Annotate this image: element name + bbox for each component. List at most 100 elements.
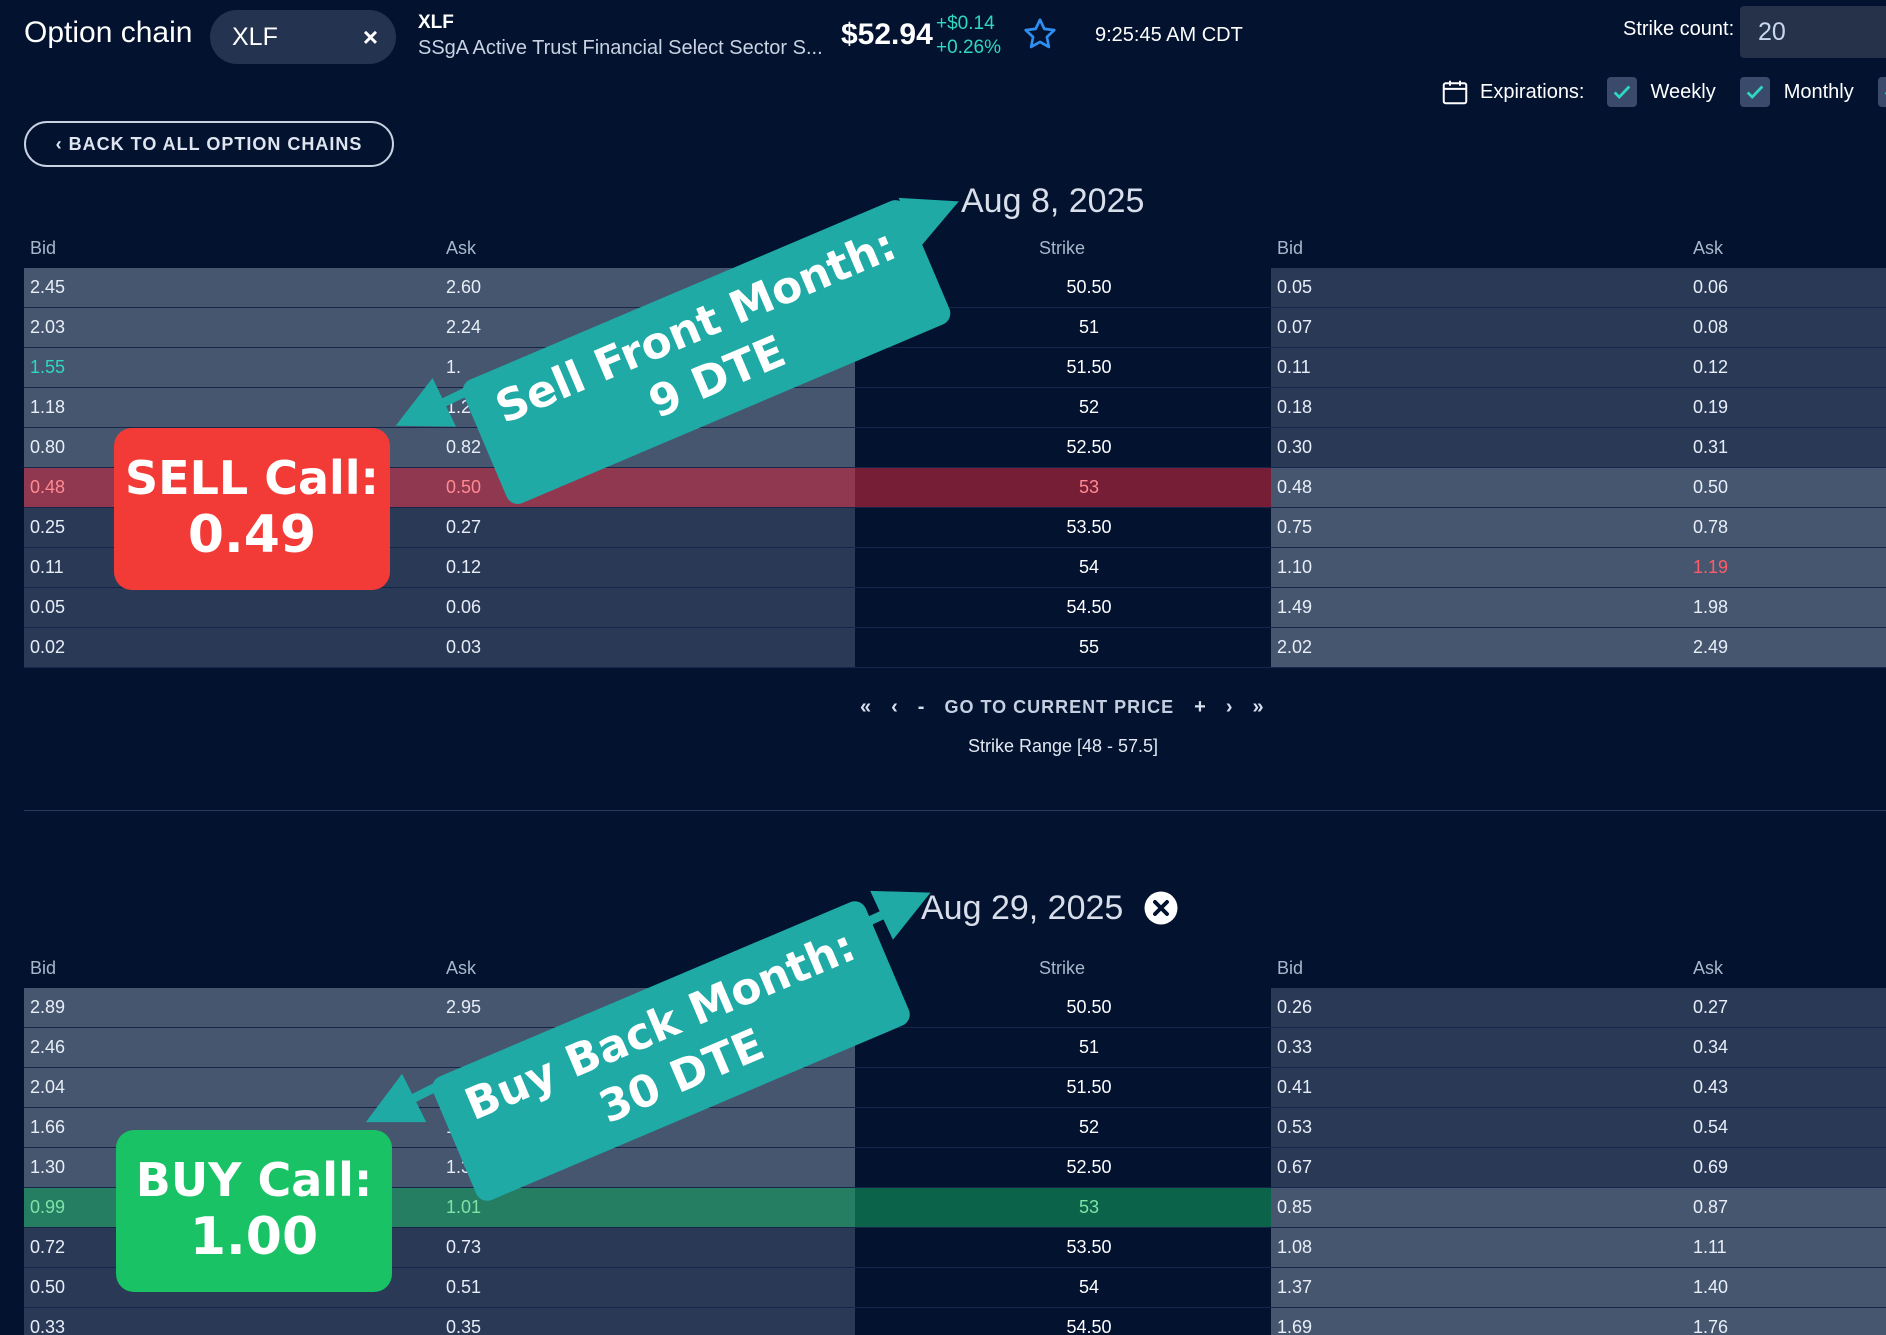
call-bid[interactable]: 0.25	[30, 517, 66, 537]
put-bid[interactable]: 1.08	[1277, 1237, 1313, 1257]
table-row[interactable]: 1.18 1.2 52 0.18 0.19	[24, 388, 1886, 428]
strike-price[interactable]: 50.50	[1066, 277, 1112, 297]
strike-price[interactable]: 54.50	[1066, 597, 1112, 617]
go-to-current-price-button[interactable]: GO TO CURRENT PRICE	[944, 697, 1175, 717]
strike-price[interactable]: 51.50	[1066, 1077, 1112, 1097]
call-bid[interactable]: 0.11	[30, 557, 64, 577]
put-bid[interactable]: 0.67	[1277, 1157, 1313, 1177]
decrease-strikes-button[interactable]: -	[917, 696, 925, 718]
first-page-button[interactable]: «	[860, 696, 872, 718]
table-row[interactable]: 2.46 51 0.33 0.34	[24, 1028, 1886, 1068]
put-bid[interactable]: 0.41	[1277, 1077, 1313, 1097]
put-bid[interactable]: 1.49	[1277, 597, 1313, 617]
call-ask[interactable]: 0.51	[446, 1277, 482, 1297]
put-bid[interactable]: 2.02	[1277, 637, 1313, 657]
call-bid[interactable]: 0.50	[30, 1277, 66, 1297]
strike-price[interactable]: 52.50	[1066, 1157, 1112, 1177]
call-bid[interactable]: 0.05	[30, 597, 66, 617]
put-ask[interactable]: 0.12	[1693, 357, 1729, 377]
put-ask[interactable]: 1.19	[1693, 557, 1729, 577]
strike-price[interactable]: 51	[1078, 317, 1100, 337]
strike-price[interactable]: 55	[1078, 637, 1100, 657]
put-bid[interactable]: 1.10	[1277, 557, 1313, 577]
prev-page-button[interactable]: ‹	[891, 696, 898, 718]
put-ask[interactable]: 0.19	[1693, 397, 1729, 417]
strike-price[interactable]: 53.50	[1066, 1237, 1112, 1257]
strike-price[interactable]: 52.50	[1066, 437, 1112, 457]
symbol-value[interactable]: XLF	[232, 22, 278, 51]
strike-price[interactable]: 54	[1078, 557, 1100, 577]
call-ask[interactable]: 1.01	[446, 1197, 482, 1217]
call-ask[interactable]: 2.60	[446, 277, 482, 297]
call-bid[interactable]: 0.99	[30, 1197, 66, 1217]
call-ask[interactable]: 0.27	[446, 517, 482, 537]
put-ask[interactable]: 0.43	[1693, 1077, 1729, 1097]
strike-count-input[interactable]	[1740, 6, 1886, 58]
call-bid[interactable]: 2.45	[30, 277, 66, 297]
call-ask[interactable]: 2.95	[446, 997, 482, 1017]
call-bid[interactable]: 1.18	[30, 397, 66, 417]
call-ask[interactable]: 0.06	[446, 597, 482, 617]
put-ask[interactable]: 0.31	[1693, 437, 1729, 457]
call-bid[interactable]: 2.04	[30, 1077, 66, 1097]
increase-strikes-button[interactable]: +	[1194, 696, 1206, 718]
weekly-label[interactable]: Weekly	[1650, 80, 1716, 103]
back-to-all-chains-button[interactable]: ‹ BACK TO ALL OPTION CHAINS	[24, 121, 394, 167]
call-bid[interactable]: 1.55	[30, 357, 66, 377]
call-ask[interactable]: 1.	[446, 357, 462, 377]
table-row[interactable]: 1.30 1.33 52.50 0.67 0.69	[24, 1148, 1886, 1188]
put-bid[interactable]: 0.05	[1277, 277, 1313, 297]
put-ask[interactable]: 1.76	[1693, 1317, 1729, 1335]
put-ask[interactable]: 0.27	[1693, 997, 1729, 1017]
clear-symbol-button[interactable]: ×	[362, 21, 378, 52]
put-bid[interactable]: 0.18	[1277, 397, 1313, 417]
put-ask[interactable]: 0.54	[1693, 1117, 1729, 1137]
put-ask[interactable]: 0.08	[1693, 317, 1729, 337]
put-ask[interactable]: 1.11	[1693, 1237, 1727, 1257]
put-bid[interactable]: 1.69	[1277, 1317, 1313, 1335]
strike-price[interactable]: 50.50	[1066, 997, 1112, 1017]
call-bid[interactable]: 0.33	[30, 1317, 66, 1335]
call-bid[interactable]: 2.89	[30, 997, 66, 1017]
put-bid[interactable]: 0.53	[1277, 1117, 1313, 1137]
put-bid[interactable]: 0.26	[1277, 997, 1313, 1017]
call-ask[interactable]: 0.35	[446, 1317, 482, 1335]
call-bid[interactable]: 1.30	[30, 1157, 66, 1177]
call-ask[interactable]: 0.03	[446, 637, 482, 657]
strike-price[interactable]: 53	[1078, 477, 1100, 497]
table-row[interactable]: 0.02 0.03 55 2.02 2.49	[24, 628, 1886, 668]
call-bid[interactable]: 2.46	[30, 1037, 66, 1057]
table-row[interactable]: 1.661.69520.530.54	[24, 1108, 1886, 1148]
quarterly-checkbox[interactable]	[1877, 77, 1886, 107]
put-ask[interactable]: 2.49	[1693, 637, 1729, 657]
call-ask[interactable]: 0.50	[446, 477, 482, 497]
put-ask[interactable]: 0.50	[1693, 477, 1729, 497]
call-ask[interactable]: 0.73	[446, 1237, 482, 1257]
call-ask[interactable]: 0.12	[446, 557, 482, 577]
star-icon[interactable]	[1022, 16, 1058, 52]
put-ask[interactable]: 1.98	[1693, 597, 1729, 617]
table-row[interactable]: 2.89 2.95 50.50 0.26 0.27	[24, 988, 1886, 1028]
put-bid[interactable]: 0.48	[1277, 477, 1313, 497]
call-ask[interactable]: 0.82	[446, 437, 482, 457]
put-ask[interactable]: 0.78	[1693, 517, 1729, 537]
call-bid[interactable]: 0.72	[30, 1237, 66, 1257]
table-row[interactable]: 2.45 2.60 50.50 0.05 0.06	[24, 268, 1886, 308]
strike-price[interactable]: 51	[1078, 1037, 1100, 1057]
monthly-checkbox[interactable]	[1739, 77, 1770, 107]
table-row[interactable]: 2.03 2.24 51 0.07 0.08	[24, 308, 1886, 348]
strike-price[interactable]: 51.50	[1066, 357, 1112, 377]
strike-price[interactable]: 54	[1078, 1277, 1100, 1297]
put-ask[interactable]: 0.87	[1693, 1197, 1729, 1217]
table-row[interactable]: 1.55 1. 51.50 0.11 0.12	[24, 348, 1886, 388]
strike-price[interactable]: 53	[1078, 1197, 1100, 1217]
last-page-button[interactable]: »	[1252, 696, 1264, 718]
call-bid[interactable]: 1.66	[30, 1117, 66, 1137]
strike-price[interactable]: 53.50	[1066, 517, 1112, 537]
put-ask[interactable]: 0.34	[1693, 1037, 1729, 1057]
weekly-checkbox[interactable]	[1606, 77, 1637, 107]
symbol-search[interactable]: XLF ×	[210, 10, 396, 64]
call-bid[interactable]: 2.03	[30, 317, 66, 337]
put-ask[interactable]: 0.69	[1693, 1157, 1729, 1177]
put-bid[interactable]: 0.30	[1277, 437, 1313, 457]
